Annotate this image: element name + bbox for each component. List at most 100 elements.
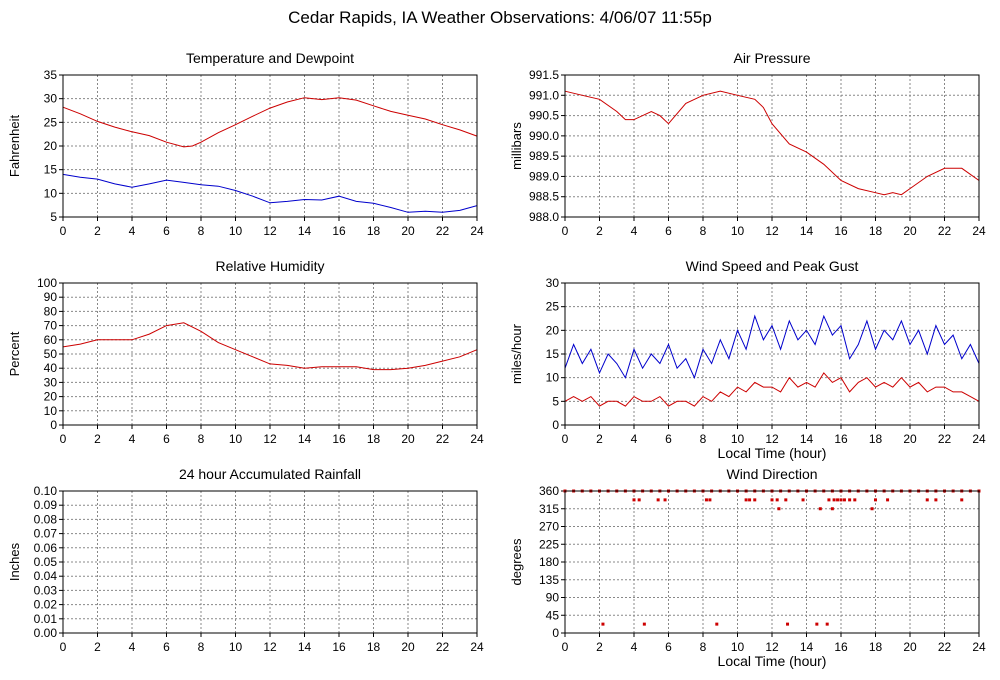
x-tick-label: 20 (401, 432, 415, 446)
chart-title: Temperature and Dewpoint (186, 50, 354, 66)
x-tick-label: 10 (731, 432, 745, 446)
series-line-1 (564, 90, 980, 196)
chart-title: Wind Direction (726, 466, 817, 482)
y-tick-label: 989.5 (529, 149, 559, 163)
x-tick-label: 24 (470, 640, 484, 654)
y-tick-label: 20 (546, 323, 560, 337)
y-tick-label: 360 (539, 484, 559, 498)
x-tick-label: 4 (631, 224, 638, 238)
y-tick-label: 991.0 (529, 88, 559, 102)
x-tick-label: 0 (562, 224, 569, 238)
x-tick-label: 16 (834, 224, 848, 238)
data-point (715, 622, 719, 626)
x-tick-label: 16 (332, 640, 346, 654)
x-tick-label: 18 (869, 224, 883, 238)
y-tick-label: 0.04 (34, 569, 58, 583)
x-tick-label: 16 (834, 432, 848, 446)
plot-frame (62, 74, 478, 218)
x-tick-label: 2 (94, 432, 101, 446)
y-tick-label: 45 (546, 608, 560, 622)
x-tick-label: 6 (665, 432, 672, 446)
chart-title: Relative Humidity (216, 258, 325, 274)
series-line-2 (564, 372, 980, 407)
data-point (777, 507, 781, 511)
y-tick-label: 40 (44, 361, 58, 375)
x-tick-label: 0 (60, 432, 67, 446)
data-point (708, 498, 712, 502)
y-tick-label: 315 (539, 502, 559, 516)
data-point (842, 498, 846, 502)
x-tick-label: 20 (401, 640, 415, 654)
y-axis-label: Percent (7, 331, 22, 376)
x-tick-label: 12 (263, 224, 277, 238)
data-point (786, 622, 790, 626)
y-tick-label: 25 (546, 300, 560, 314)
x-tick-label: 22 (436, 640, 450, 654)
x-tick-label: 8 (198, 640, 205, 654)
x-tick-label: 24 (972, 640, 986, 654)
x-tick-label: 6 (665, 224, 672, 238)
x-tick-label: 18 (869, 640, 883, 654)
y-tick-label: 991.5 (529, 68, 559, 82)
data-point (832, 498, 836, 502)
x-tick-label: 8 (198, 432, 205, 446)
data-point (753, 498, 757, 502)
x-tick-label: 6 (665, 640, 672, 654)
data-point (784, 498, 788, 502)
x-tick-label: 24 (972, 224, 986, 238)
x-tick-label: 2 (94, 224, 101, 238)
data-point (637, 498, 641, 502)
x-tick-label: 0 (60, 224, 67, 238)
x-tick-label: 18 (367, 224, 381, 238)
y-tick-label: 0.00 (34, 626, 58, 640)
y-tick-label: 25 (44, 115, 58, 129)
y-tick-label: 10 (546, 371, 560, 385)
data-point (925, 498, 929, 502)
y-tick-label: 50 (44, 347, 58, 361)
y-tick-label: 10 (44, 186, 58, 200)
x-tick-label: 12 (263, 432, 277, 446)
x-tick-label: 18 (869, 432, 883, 446)
y-tick-label: 15 (546, 347, 560, 361)
y-tick-label: 90 (546, 591, 560, 605)
x-tick-label: 16 (834, 640, 848, 654)
x-tick-label: 22 (938, 640, 952, 654)
x-tick-label: 22 (436, 432, 450, 446)
data-point (853, 498, 857, 502)
x-tick-label: 2 (94, 640, 101, 654)
x-tick-label: 6 (163, 640, 170, 654)
x-tick-label: 4 (631, 640, 638, 654)
x-tick-label: 2 (596, 432, 603, 446)
plot-frame (564, 74, 980, 218)
x-tick-label: 18 (367, 432, 381, 446)
x-tick-label: 16 (332, 224, 346, 238)
data-point (830, 507, 834, 511)
data-point (870, 507, 874, 511)
data-point (839, 498, 843, 502)
y-tick-label: 270 (539, 520, 559, 534)
y-tick-label: 35 (44, 68, 58, 82)
data-point (775, 498, 779, 502)
data-point (818, 507, 822, 511)
y-tick-label: 90 (44, 290, 58, 304)
data-point (770, 498, 774, 502)
x-tick-label: 4 (129, 432, 136, 446)
y-tick-label: 225 (539, 537, 559, 551)
x-tick-label: 16 (332, 432, 346, 446)
x-axis-label: Local Time (hour) (718, 445, 827, 461)
y-tick-label: 0 (50, 418, 57, 432)
y-tick-label: 0.03 (34, 583, 58, 597)
chart-title: Air Pressure (733, 50, 810, 66)
x-tick-label: 8 (700, 432, 707, 446)
y-tick-label: 100 (37, 276, 57, 290)
x-tick-label: 24 (470, 432, 484, 446)
x-tick-label: 12 (765, 224, 779, 238)
x-axis-label: Local Time (hour) (718, 653, 827, 669)
plot-frame (564, 490, 980, 634)
x-tick-label: 20 (903, 432, 917, 446)
x-tick-label: 10 (229, 640, 243, 654)
